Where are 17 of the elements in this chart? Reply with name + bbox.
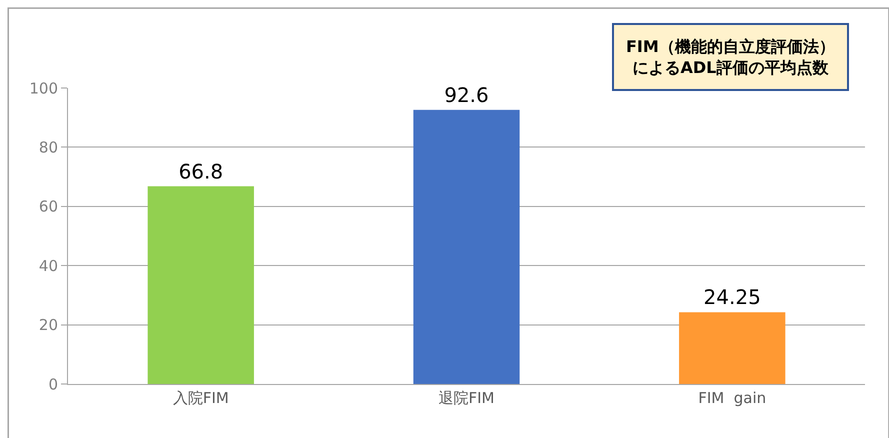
x-tick-label: 入院FIM	[172, 389, 229, 407]
bar	[413, 110, 520, 384]
y-tick-label: 20	[38, 316, 58, 334]
text: によるADL評価の平均点数	[632, 58, 830, 77]
y-tick-label: 80	[38, 138, 58, 156]
data-label: 24.25	[704, 285, 761, 310]
bar	[679, 312, 786, 384]
y-tick-label: 40	[38, 256, 58, 275]
data-label: 66.8	[178, 159, 224, 184]
data-label: 92.6	[444, 82, 489, 107]
text: FIM（機能的自立度評価法）	[626, 37, 835, 56]
y-tick-label: 60	[38, 198, 58, 216]
x-tick-label: FIM gain	[698, 389, 766, 407]
x-tick-label: 退院FIM	[438, 389, 494, 407]
bar	[148, 186, 254, 384]
y-tick-label: 100	[29, 79, 58, 98]
y-tick-label: 0	[48, 375, 58, 394]
